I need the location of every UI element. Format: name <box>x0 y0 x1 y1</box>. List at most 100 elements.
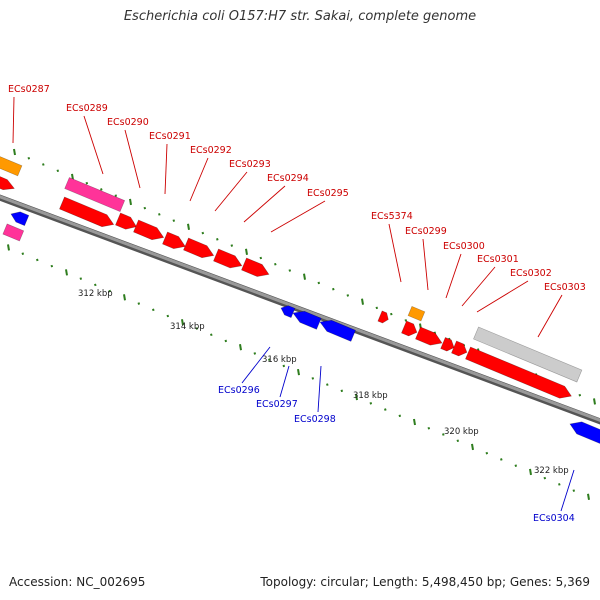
upper-tick <box>129 198 132 206</box>
forward-gene-arrow <box>59 196 115 228</box>
lower-tick <box>543 476 547 480</box>
lower-tick <box>587 493 590 501</box>
forward-gene-arrow <box>440 337 455 352</box>
forward-gene-arrow <box>0 174 15 191</box>
lower-tick <box>369 402 373 405</box>
upper-tick <box>158 213 161 216</box>
reverse-gene-label: ECs0298 <box>294 414 336 425</box>
lower-tick <box>94 283 97 287</box>
lower-tick <box>398 414 402 418</box>
scale-label: 314 kbp <box>170 322 205 332</box>
upper-tick <box>288 269 292 272</box>
reverse-gene-label: ECs0296 <box>218 385 260 396</box>
reverse-leader-line <box>317 365 322 413</box>
upper-tick <box>13 148 16 156</box>
gene-labels: 312 kbp 314 kbp 316 kbp 318 kbp 320 kbp 322 k… <box>8 84 586 524</box>
upper-tick <box>27 156 31 160</box>
forward-gene-arrow <box>115 212 137 230</box>
upper-tick <box>317 281 321 285</box>
orange-feature <box>0 154 23 177</box>
lower-tick <box>239 344 242 351</box>
reverse-gene-label: ECs0297 <box>256 399 298 410</box>
lower-tick <box>297 368 300 376</box>
lower-tick <box>500 458 503 461</box>
lower-tick <box>79 277 83 280</box>
scale-label: 316 kbp <box>262 355 297 365</box>
forward-gene-label: ECs0299 <box>405 226 447 237</box>
forward-gene-label: ECs0291 <box>149 131 191 142</box>
lower-tick <box>340 389 344 393</box>
forward-gene-label: ECs0290 <box>107 117 149 128</box>
forward-gene-label: ECs0294 <box>267 173 309 184</box>
forward-gene-label: ECs0300 <box>443 241 485 252</box>
upper-tick <box>346 294 350 297</box>
scale-label: 312 kbp <box>78 289 113 299</box>
forward-gene-label: ECs0303 <box>544 282 586 293</box>
upper-tick <box>100 188 103 191</box>
forward-gene-arrow <box>465 346 572 399</box>
lower-tick <box>471 443 474 451</box>
lower-tick <box>7 244 10 251</box>
scale-label: 318 kbp <box>353 391 388 401</box>
forward-gene-label: ECs0301 <box>477 254 519 265</box>
scale-label: 320 kbp <box>444 427 479 437</box>
forward-gene-arrow <box>451 340 468 357</box>
lower-tick <box>36 258 39 262</box>
upper-tick <box>216 238 219 241</box>
upper-tick <box>390 312 393 316</box>
upper-tick <box>361 298 364 305</box>
forward-leader-line <box>476 280 529 313</box>
lower-tick <box>558 483 561 486</box>
forward-leader-line <box>83 115 104 175</box>
genome-summary-text: Topology: circular; Length: 5,498,450 bp… <box>260 575 590 589</box>
upper-tick <box>143 206 147 210</box>
genome-title: Escherichia coli O157:H7 str. Sakai, com… <box>123 9 477 24</box>
lower-tick <box>21 252 25 255</box>
forward-gene-label: ECs0293 <box>229 159 271 170</box>
backbone-line <box>0 195 600 422</box>
lower-tick <box>152 308 155 312</box>
upper-tick <box>230 244 234 247</box>
lower-tick <box>311 377 315 380</box>
lower-tick <box>50 264 54 268</box>
lower-tick <box>572 489 576 492</box>
forward-gene-label: ECs0295 <box>307 188 349 199</box>
forward-gene-label: ECs0287 <box>8 84 50 95</box>
forward-gene-arrow <box>415 326 443 346</box>
upper-tick <box>593 398 596 405</box>
upper-tick <box>404 319 408 322</box>
lower-tick <box>268 358 271 361</box>
lower-tick <box>485 451 489 455</box>
upper-tick <box>259 256 263 260</box>
lower-tick <box>442 433 445 436</box>
lower-tick <box>166 314 170 318</box>
lower-tick <box>456 439 460 443</box>
reverse-gene-arrow <box>319 319 356 342</box>
accession-text: Accession: NC_002695 <box>9 575 146 589</box>
upper-tick <box>578 393 582 397</box>
upper-tick <box>245 248 248 255</box>
lower-tick <box>529 468 532 476</box>
lower-tick <box>253 352 257 355</box>
upper-tick <box>187 223 190 231</box>
upper-tick <box>274 262 277 266</box>
reverse-gene-arrow <box>280 305 296 319</box>
lower-tick <box>413 418 416 426</box>
forward-leader-line <box>214 171 248 212</box>
gene-features <box>0 154 600 446</box>
lower-tick <box>427 426 431 430</box>
forward-leader-line <box>12 96 15 144</box>
forward-gene-arrow <box>377 310 389 324</box>
lower-tick <box>384 408 387 411</box>
lower-tick <box>181 319 184 326</box>
grey-feature <box>473 326 583 383</box>
upper-tick <box>201 231 205 235</box>
lower-tick <box>123 294 126 301</box>
pink-feature <box>64 177 126 213</box>
lower-tick <box>210 333 213 337</box>
lower-tick <box>224 339 228 343</box>
upper-tick <box>375 306 379 310</box>
forward-gene-label: ECs0289 <box>66 103 108 114</box>
forward-gene-arrow <box>401 320 418 337</box>
